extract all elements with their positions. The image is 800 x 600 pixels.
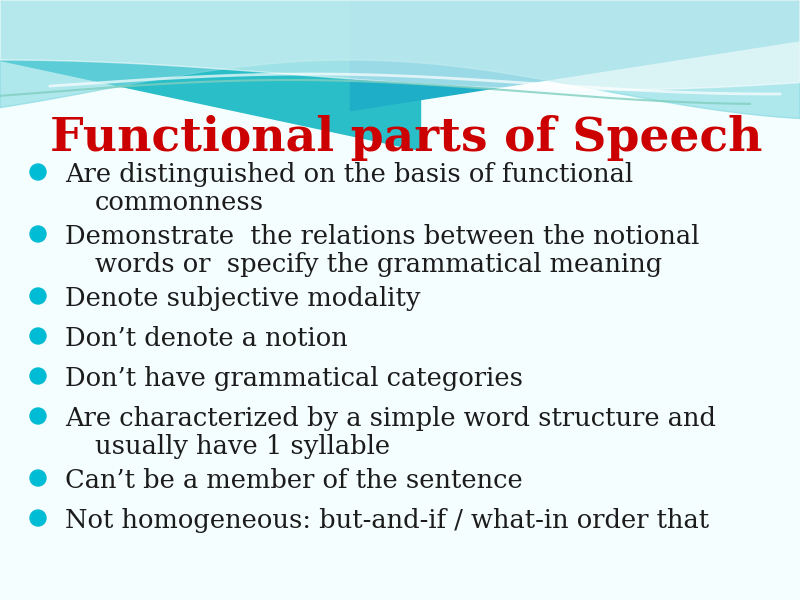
Circle shape — [30, 368, 46, 384]
Text: words or  specify the grammatical meaning: words or specify the grammatical meaning — [95, 252, 662, 277]
Text: Not homogeneous: but-and-if / what-in order that: Not homogeneous: but-and-if / what-in or… — [65, 508, 709, 533]
Text: commonness: commonness — [95, 190, 264, 215]
Text: Demonstrate  the relations between the notional: Demonstrate the relations between the no… — [65, 224, 699, 249]
Circle shape — [30, 408, 46, 424]
Circle shape — [30, 470, 46, 486]
Circle shape — [30, 288, 46, 304]
Circle shape — [30, 510, 46, 526]
Circle shape — [30, 164, 46, 180]
Text: Don’t have grammatical categories: Don’t have grammatical categories — [65, 366, 523, 391]
Text: Denote subjective modality: Denote subjective modality — [65, 286, 421, 311]
Text: Don’t denote a notion: Don’t denote a notion — [65, 326, 348, 351]
Circle shape — [30, 226, 46, 242]
Text: Are distinguished on the basis of functional: Are distinguished on the basis of functi… — [65, 162, 633, 187]
Text: Can’t be a member of the sentence: Can’t be a member of the sentence — [65, 468, 522, 493]
Text: Are characterized by a simple word structure and: Are characterized by a simple word struc… — [65, 406, 716, 431]
Circle shape — [30, 328, 46, 344]
Text: Functional parts of Speech: Functional parts of Speech — [50, 115, 762, 161]
Text: usually have 1 syllable: usually have 1 syllable — [95, 434, 390, 459]
